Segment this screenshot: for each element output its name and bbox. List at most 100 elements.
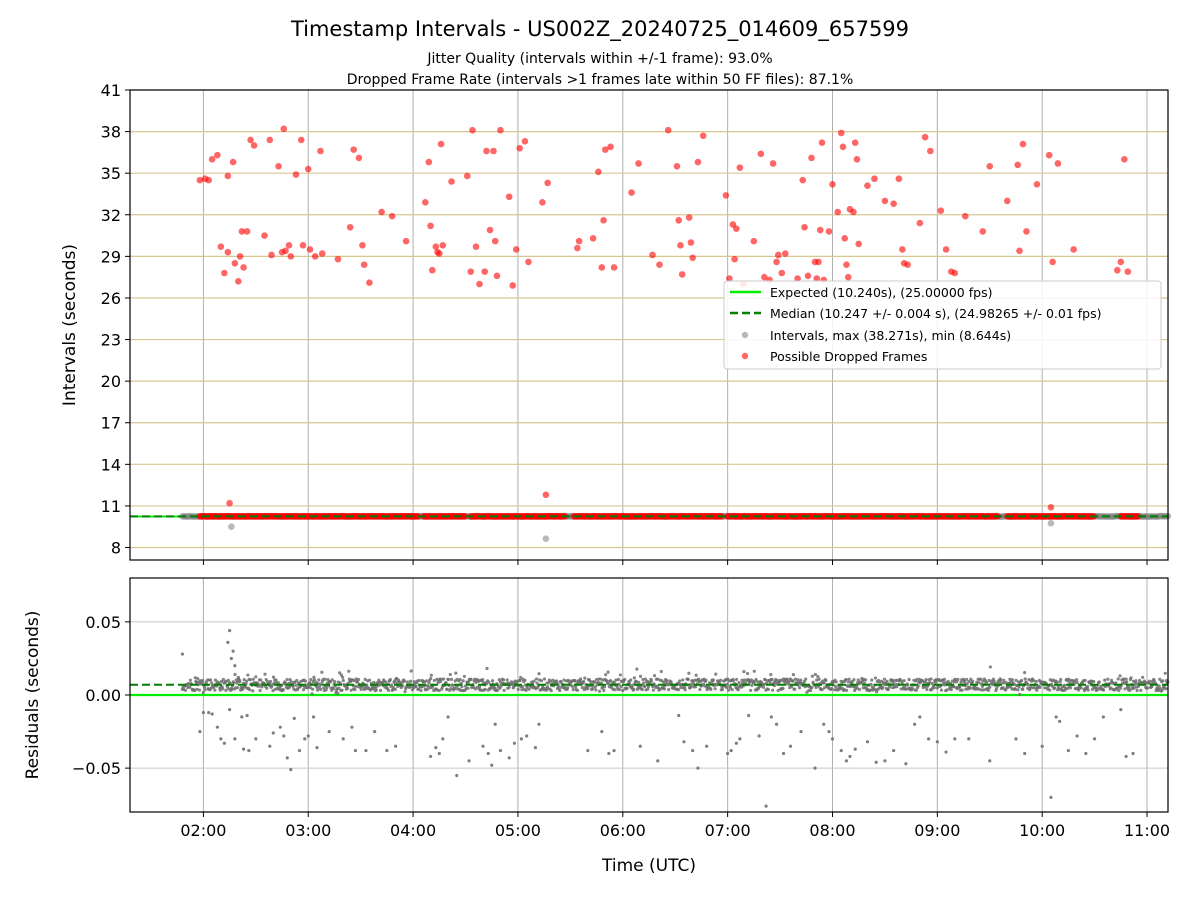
residual-point bbox=[311, 687, 315, 691]
dropped-frame-point bbox=[937, 207, 945, 214]
residual-point bbox=[417, 678, 421, 683]
residual-point bbox=[218, 688, 222, 692]
residual-point bbox=[604, 673, 608, 677]
residual-point bbox=[285, 756, 289, 760]
residual-point bbox=[1123, 687, 1127, 691]
dropped-frame-point bbox=[402, 237, 410, 245]
residual-point bbox=[607, 751, 611, 756]
residual-point bbox=[677, 713, 681, 718]
residual-point bbox=[968, 686, 972, 690]
residual-point bbox=[869, 682, 873, 686]
residual-point bbox=[1040, 744, 1044, 748]
residual-point bbox=[407, 685, 411, 690]
residual-point bbox=[310, 692, 314, 696]
residual-point bbox=[881, 685, 885, 689]
residual-point bbox=[495, 688, 500, 692]
residual-point bbox=[1139, 688, 1143, 692]
residual-point bbox=[689, 685, 693, 689]
residual-point bbox=[665, 678, 669, 683]
residual-point bbox=[242, 678, 246, 682]
residual-point bbox=[1059, 677, 1063, 682]
residual-point bbox=[614, 678, 618, 682]
residual-point bbox=[770, 677, 774, 682]
residual-point bbox=[630, 683, 635, 687]
residual-point bbox=[202, 685, 207, 689]
residual-point bbox=[437, 751, 441, 756]
residual-point bbox=[233, 664, 237, 668]
residual-point bbox=[679, 686, 683, 690]
residual-point bbox=[228, 708, 232, 712]
dropped-frame-point bbox=[1014, 161, 1022, 169]
residual-point bbox=[594, 678, 599, 682]
residual-point bbox=[681, 678, 685, 682]
residual-point bbox=[729, 748, 733, 753]
top-panel-frame bbox=[129, 89, 1169, 561]
residual-point bbox=[486, 751, 490, 756]
residual-point bbox=[900, 679, 904, 683]
residual-point bbox=[591, 687, 595, 691]
residual-point bbox=[863, 678, 868, 682]
residual-point bbox=[932, 686, 936, 690]
residual-point bbox=[519, 675, 523, 680]
dropped-frame-point bbox=[818, 139, 826, 146]
dropped-frame-point bbox=[778, 269, 786, 277]
residual-point bbox=[848, 754, 852, 759]
dropped-frame-point bbox=[853, 156, 861, 163]
residual-point bbox=[641, 677, 645, 682]
dropped-frame-point bbox=[804, 272, 812, 280]
residual-point bbox=[372, 680, 376, 685]
residual-point bbox=[483, 687, 487, 691]
residual-point bbox=[762, 682, 766, 686]
dropped-frame-point bbox=[542, 491, 550, 499]
residual-point bbox=[892, 678, 896, 683]
residual-point bbox=[230, 687, 234, 691]
residual-point bbox=[1135, 688, 1139, 693]
residual-point bbox=[634, 679, 638, 683]
residual-point bbox=[297, 748, 302, 753]
residual-point bbox=[201, 678, 205, 683]
residual-point bbox=[797, 686, 802, 690]
residual-point bbox=[1008, 677, 1012, 682]
residual-point bbox=[787, 682, 791, 687]
dropped-frame-point bbox=[951, 269, 959, 277]
residual-point bbox=[452, 687, 457, 691]
residual-point bbox=[424, 679, 429, 683]
residual-point bbox=[289, 767, 293, 772]
residual-point bbox=[539, 679, 544, 683]
residual-point bbox=[408, 679, 413, 683]
residual-point bbox=[1067, 677, 1071, 681]
dropped-frame-point bbox=[208, 156, 216, 163]
residual-point bbox=[315, 746, 319, 750]
dropped-frame-point bbox=[243, 228, 251, 235]
residual-point bbox=[946, 679, 950, 684]
residual-point bbox=[467, 680, 471, 684]
residual-point bbox=[542, 677, 547, 681]
legend: Expected (10.240s), (25.00000 fps) Media… bbox=[723, 280, 1162, 370]
dropped-frame-point bbox=[678, 271, 686, 278]
residual-point bbox=[638, 674, 643, 678]
residual-point bbox=[952, 685, 956, 689]
residual-point bbox=[322, 686, 326, 690]
residual-point bbox=[902, 679, 906, 683]
dropped-frame-point bbox=[986, 162, 994, 170]
residual-point bbox=[201, 691, 205, 695]
residual-point bbox=[1066, 748, 1070, 753]
dropped-frame-point bbox=[813, 275, 821, 282]
residual-point bbox=[315, 688, 320, 692]
residual-point bbox=[857, 687, 862, 692]
residual-point bbox=[326, 677, 330, 682]
dropped-frame-point bbox=[864, 182, 871, 189]
residual-point bbox=[963, 680, 967, 684]
dropped-frame-point bbox=[226, 499, 233, 507]
chart-title: Timestamp Intervals - US002Z_20240725_01… bbox=[290, 17, 909, 42]
residual-point bbox=[246, 673, 250, 677]
residual-point bbox=[829, 686, 833, 691]
residual-point bbox=[742, 670, 746, 674]
residual-point bbox=[333, 679, 337, 684]
residual-point bbox=[612, 681, 616, 685]
residual-point bbox=[588, 679, 592, 683]
dropped-frame-point bbox=[429, 266, 436, 274]
residual-point bbox=[353, 688, 357, 692]
residual-point bbox=[347, 669, 351, 673]
dropped-frame-point bbox=[794, 275, 801, 282]
